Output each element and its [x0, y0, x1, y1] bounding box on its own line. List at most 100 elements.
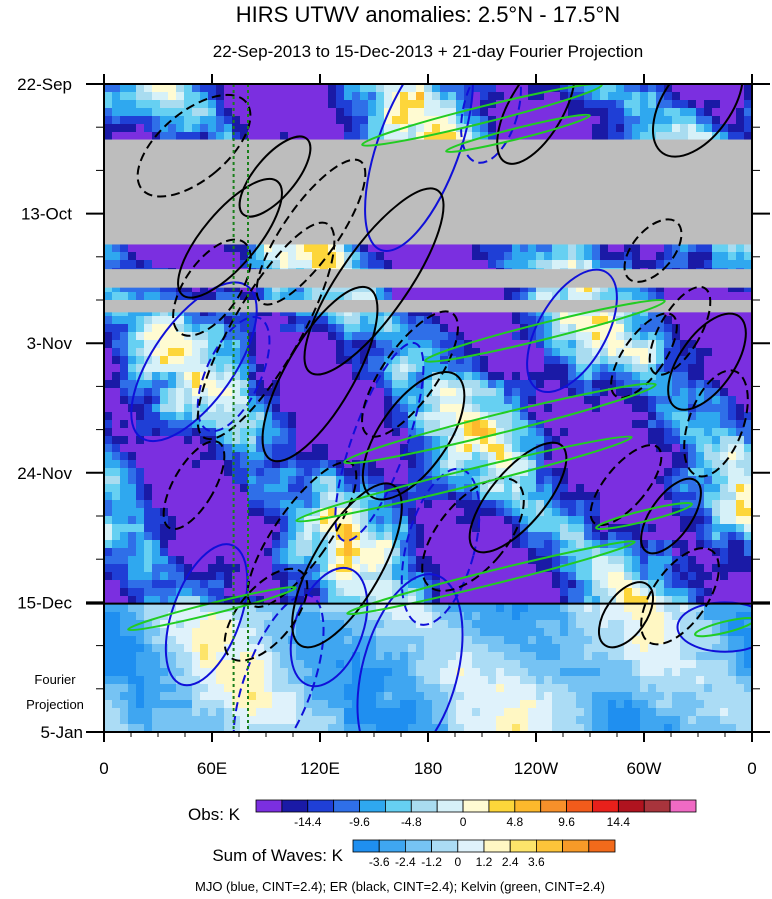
er-contour	[589, 444, 663, 527]
kelvin-contour	[424, 298, 666, 363]
obs-colorbar-label: Obs: K	[188, 805, 241, 824]
er-contour	[261, 285, 379, 463]
colorbar-tick-label: -2.4	[395, 855, 416, 869]
colorbar-swatch	[281, 799, 309, 813]
colorbar-swatch	[536, 839, 564, 853]
waves-colorbar: -3.6 -2.4 -1.2 0 1.2 2.4 3.6	[352, 839, 616, 869]
x-tick-label: 120W	[514, 759, 558, 778]
er-contour	[136, 93, 252, 198]
colorbar-swatch	[410, 799, 438, 813]
kelvin-contour	[346, 540, 636, 616]
colorbar-tick-label: 0	[454, 855, 461, 869]
colorbar-swatch	[488, 799, 516, 813]
colorbar-swatch	[307, 799, 335, 813]
er-contour	[361, 310, 459, 438]
colorbar-tick-label: 9.6	[558, 815, 575, 829]
kelvin-contour	[295, 435, 633, 523]
x-tick-label: 60W	[627, 759, 662, 778]
er-contour	[648, 285, 712, 376]
colorbar-swatch	[669, 799, 697, 813]
mjo-contour	[676, 601, 752, 653]
mjo-contour	[364, 84, 474, 253]
colorbar-tick-label: 1.2	[476, 855, 493, 869]
er-contour	[361, 371, 466, 501]
x-tick-label: 0	[747, 759, 756, 778]
y-tick-label: 3-Nov	[27, 334, 73, 353]
reference-lines	[232, 84, 249, 732]
mjo-contour	[356, 573, 464, 732]
mjo-contour	[526, 268, 618, 394]
colorbar-swatch	[483, 839, 511, 853]
mjo-contour	[334, 341, 425, 542]
x-tick-label: 0	[99, 759, 108, 778]
mjo-contour	[400, 467, 481, 626]
er-contour	[291, 482, 403, 649]
missing-data-bands	[104, 139, 752, 313]
y-tick-label: 13-Oct	[21, 205, 72, 224]
er-contour	[303, 187, 445, 376]
x-tick-label: 180	[414, 759, 442, 778]
er-contour	[640, 547, 720, 646]
y-tick-label: 15-Dec	[17, 593, 72, 612]
chart-subtitle: 22-Sep-2013 to 15-Dec-2013 + 21-day Four…	[213, 42, 643, 61]
waves-colorbar-label: Sum of Waves: K	[212, 846, 343, 865]
axes: 0 60E 120E 180 120W 60W 0 22-Sep 13-Oct 3-Nov 24-N…	[17, 74, 770, 778]
colorbar-tick-label: 4.8	[506, 815, 523, 829]
colorbar-swatch	[514, 799, 542, 813]
kelvin-contour	[595, 501, 693, 531]
missing-band	[104, 300, 752, 313]
er-contour	[610, 312, 678, 399]
colorbar-swatch	[255, 799, 283, 813]
colorbar-swatch	[462, 799, 490, 813]
plot-area	[104, 84, 752, 732]
colorbar-tick-label: -14.4	[294, 815, 322, 829]
colorbar-tick-label: 3.6	[528, 855, 545, 869]
chart-title: HIRS UTWV anomalies: 2.5°N - 17.5°N	[236, 2, 620, 27]
mjo-contour	[289, 566, 369, 688]
colorbar-swatch	[540, 799, 567, 813]
y-tick-label: 24-Nov	[17, 464, 72, 483]
colorbar-tick-label: -3.6	[369, 855, 390, 869]
colorbar-swatch	[333, 799, 360, 813]
er-contour	[162, 440, 226, 531]
colorbar-swatch	[643, 799, 671, 813]
mjo-contour	[232, 593, 325, 732]
missing-band	[104, 269, 752, 288]
er-contour	[468, 441, 568, 554]
er-contour	[651, 84, 745, 158]
mjo-contour	[130, 281, 258, 443]
colorbar-swatch	[457, 839, 485, 853]
er-contour	[683, 369, 749, 478]
er-contour	[238, 135, 312, 218]
colorbar-swatch	[509, 839, 537, 853]
kelvin-contour	[694, 616, 752, 638]
colorbar-swatch	[436, 799, 464, 813]
missing-band	[104, 139, 752, 245]
colorbar-swatch	[404, 839, 432, 853]
y-tick-label: 5-Jan	[40, 723, 83, 742]
colorbar-tick-label: -1.2	[421, 855, 442, 869]
contour-legend-note: MJO (blue, CINT=2.4); ER (black, CINT=2.…	[195, 879, 605, 894]
er-contour	[496, 84, 576, 165]
x-tick-label: 120E	[300, 759, 340, 778]
y-tick-label: 22-Sep	[17, 75, 72, 94]
obs-colorbar: -14.4 -9.6 -4.8 0 4.8 9.6 14.4	[255, 799, 697, 829]
colorbar-tick-label: 2.4	[502, 855, 519, 869]
er-contour	[421, 477, 525, 592]
colorbar-swatch	[588, 839, 616, 853]
colorbar-swatch	[359, 799, 386, 813]
er-contour	[172, 238, 252, 337]
colorbar-swatch	[378, 839, 406, 853]
er-contour	[223, 567, 309, 662]
er-contour	[640, 477, 702, 555]
kelvin-contour	[343, 382, 657, 465]
colorbar-swatch	[385, 799, 412, 813]
er-contour	[623, 218, 683, 283]
colorbar-tick-label: -9.6	[349, 815, 370, 829]
colorbar-tick-label: 0	[460, 815, 467, 829]
colorbar-tick-label: 14.4	[607, 815, 631, 829]
projection-label-line2: Projection	[26, 697, 84, 712]
colorbar-swatch	[352, 839, 380, 853]
colorbar-swatch	[617, 799, 645, 813]
